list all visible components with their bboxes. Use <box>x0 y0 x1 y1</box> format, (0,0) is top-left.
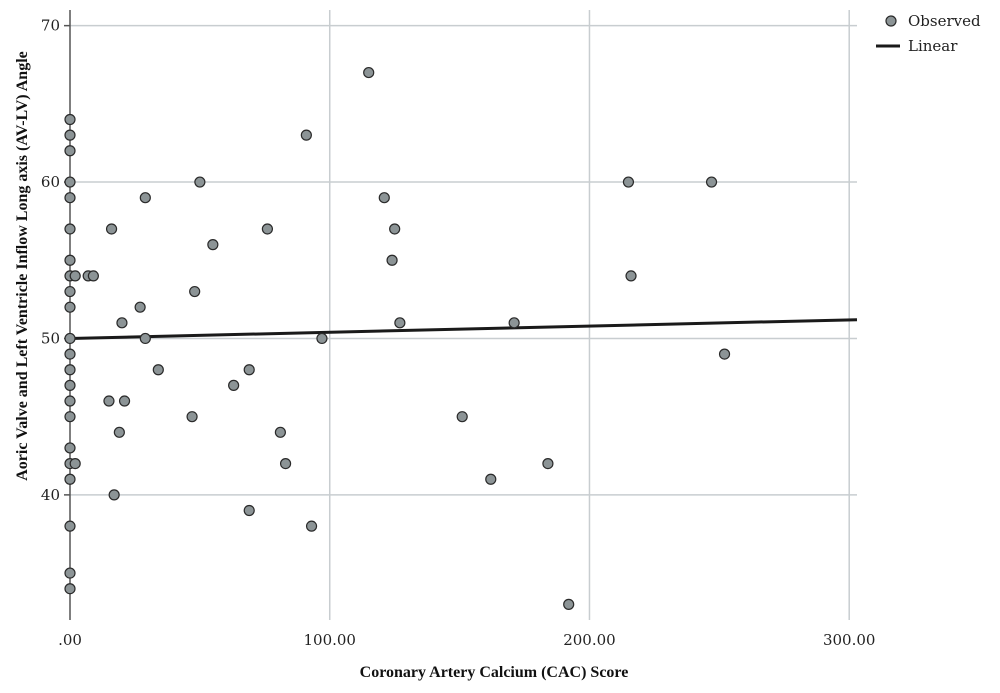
data-point <box>64 129 76 141</box>
data-point <box>87 270 99 282</box>
grid-lines <box>70 10 857 620</box>
data-point <box>243 364 255 376</box>
data-point <box>394 317 406 329</box>
data-point <box>542 457 554 470</box>
data-point <box>105 223 118 235</box>
y-axis-title: Aoric Valve and Left Ventricle Inflow Lo… <box>14 51 31 481</box>
data-point <box>64 567 76 579</box>
data-point <box>139 192 151 204</box>
data-point <box>705 176 718 188</box>
data-point <box>718 348 731 360</box>
data-point <box>118 395 131 407</box>
data-point <box>228 379 240 391</box>
data-point <box>563 598 575 610</box>
data-point <box>108 489 120 501</box>
data-point <box>316 332 328 345</box>
data-point <box>139 332 151 345</box>
data-point <box>64 192 76 204</box>
linear-fit <box>69 318 858 340</box>
linear-fit-line <box>69 318 858 340</box>
data-point <box>113 426 125 438</box>
data-point <box>279 457 292 470</box>
data-point <box>378 192 390 204</box>
data-point <box>305 520 318 532</box>
y-tick-label: 40 <box>41 486 60 504</box>
data-point <box>69 270 81 282</box>
y-tick-label: 70 <box>41 17 60 35</box>
data-point <box>485 473 497 485</box>
data-point <box>64 520 76 532</box>
legend: Observed Linear <box>876 12 981 55</box>
data-point <box>152 364 164 376</box>
y-tick-labels: 40 50 60 70 <box>41 17 60 504</box>
observed-points <box>64 66 731 610</box>
legend-observed-marker <box>885 15 897 27</box>
data-point <box>64 145 76 157</box>
data-point <box>64 379 76 391</box>
data-point <box>625 270 637 282</box>
data-point <box>274 426 286 438</box>
data-point <box>64 473 76 485</box>
data-point <box>134 301 146 313</box>
data-point <box>64 364 76 376</box>
data-point <box>69 457 81 470</box>
data-point <box>64 176 76 188</box>
legend-observed-label: Observed <box>908 12 981 30</box>
data-point <box>186 411 198 423</box>
x-axis-title: Coronary Artery Calcium (CAC) Score <box>360 664 629 681</box>
x-tick-label: .00 <box>58 631 82 649</box>
data-point <box>456 411 468 423</box>
x-tick-label: 200.00 <box>563 631 616 649</box>
data-point <box>261 223 273 235</box>
x-tick-label: 100.00 <box>303 631 356 649</box>
data-point <box>64 348 76 360</box>
legend-linear-label: Linear <box>908 37 958 55</box>
data-point <box>103 395 115 407</box>
data-point <box>64 301 76 313</box>
data-point <box>64 332 76 345</box>
x-tick-labels: .00 100.00 200.00 300.00 <box>58 631 875 649</box>
x-tick-label: 300.00 <box>823 631 876 649</box>
data-point <box>508 317 520 329</box>
data-point <box>64 223 76 235</box>
data-point <box>64 113 76 126</box>
data-point <box>243 504 255 517</box>
data-point <box>386 254 398 266</box>
data-point <box>64 411 76 423</box>
data-point <box>64 583 76 595</box>
data-point <box>64 285 76 298</box>
data-point <box>389 223 401 235</box>
y-tick-label: 60 <box>41 173 60 191</box>
data-point <box>300 129 312 141</box>
y-tick-label: 50 <box>41 329 60 347</box>
data-point <box>363 66 375 79</box>
data-point <box>116 317 128 329</box>
data-point <box>64 395 76 407</box>
data-point <box>622 176 635 188</box>
data-point <box>64 254 76 266</box>
data-point <box>189 285 201 298</box>
data-point <box>194 176 206 188</box>
data-point <box>64 442 76 454</box>
data-point <box>207 239 219 251</box>
